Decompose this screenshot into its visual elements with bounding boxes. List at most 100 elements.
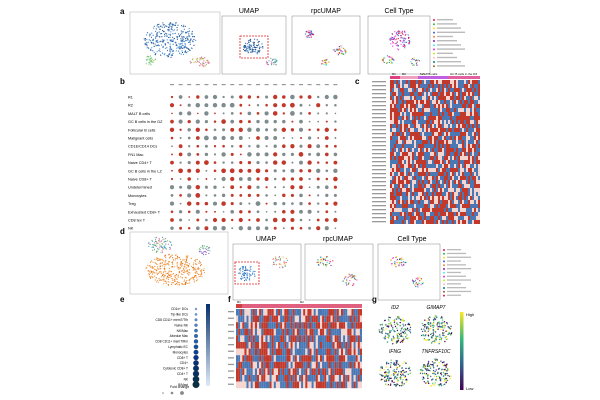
heatmap-cell [303, 342, 306, 349]
heatmap-cell [468, 204, 470, 208]
heatmap-cell [392, 116, 394, 120]
scatter-point [385, 366, 387, 368]
scatter-point [399, 376, 402, 378]
scatter-point [322, 260, 324, 262]
heatmap-cell [472, 132, 474, 136]
heatmap-cell [426, 136, 428, 140]
heatmap-cell [246, 348, 249, 356]
heatmap-cell [472, 80, 474, 84]
dot-marker [299, 119, 303, 124]
scatter-point [201, 245, 203, 247]
heatmap-cell [394, 124, 396, 128]
scatter-point [158, 31, 160, 33]
heatmap-cell [408, 172, 410, 176]
heatmap-cell [478, 88, 480, 92]
heatmap-cell [309, 335, 312, 342]
scatter-point [327, 260, 329, 262]
scatter-point [150, 64, 152, 66]
heatmap-cell [422, 92, 424, 96]
scatter-point [193, 281, 195, 283]
heatmap-cell [269, 361, 272, 369]
scatter-point [163, 30, 165, 33]
heatmap-cell [290, 375, 293, 382]
dot-marker [222, 161, 225, 164]
scatter-point [385, 383, 387, 385]
heatmap-cell [454, 172, 456, 176]
heatmap-cell [406, 160, 408, 164]
dot-marker [188, 219, 191, 221]
scatter-point [432, 322, 434, 325]
heatmap-cell [412, 208, 414, 212]
dot-marker [308, 120, 311, 123]
heatmap-cell [458, 176, 460, 180]
heatmap-cell [416, 92, 418, 96]
scatter-point [403, 328, 405, 331]
scatter-point [194, 271, 196, 273]
heatmap-cell [420, 152, 422, 156]
scatter-point [427, 334, 430, 336]
heatmap-cell [290, 381, 293, 389]
scatter-point [155, 41, 157, 43]
legend-swatch [443, 271, 445, 274]
heatmap-cell [432, 100, 434, 104]
heatmap-cell [273, 381, 276, 389]
heatmap-cell [462, 84, 464, 88]
scatter-point [151, 266, 153, 268]
heatmap-cell [460, 80, 462, 84]
dot-marker [299, 112, 303, 115]
scatter-point [155, 45, 157, 47]
scatter-point [184, 46, 186, 48]
scatter-point [153, 248, 156, 250]
scatter-point [434, 373, 437, 375]
heatmap-cell [398, 216, 400, 220]
heatmap-cell [434, 216, 436, 220]
dot-marker [273, 94, 278, 100]
heatmap-cell [434, 148, 436, 152]
scatter-point [349, 280, 351, 282]
heatmap-cell [448, 116, 450, 120]
heatmap-cell [458, 204, 460, 208]
heatmap-cell [284, 381, 287, 389]
scatter-point [405, 261, 407, 264]
scatter-point [167, 254, 170, 256]
heatmap-cell [414, 124, 416, 128]
scatter-point [349, 275, 351, 277]
dot-marker [274, 210, 277, 213]
scatter-point [157, 32, 159, 34]
scatter-point [397, 30, 399, 33]
heatmap-cell [428, 80, 430, 84]
scatter-point [175, 43, 177, 45]
heatmap-cell [336, 328, 339, 336]
legend-text-line [437, 23, 457, 25]
scatter-point [432, 321, 435, 323]
scatter-point [155, 272, 157, 274]
dot-marker [282, 144, 286, 148]
scatter-point [433, 375, 436, 377]
heatmap-cell [440, 84, 442, 88]
heatmap-cell [412, 160, 414, 164]
dot-marker [299, 160, 303, 165]
scatter-point [163, 278, 165, 280]
heatmap-cell [460, 96, 462, 100]
gene-label-line [228, 317, 234, 319]
heatmap-cell [468, 184, 470, 188]
legend-text-line [447, 260, 461, 262]
heatmap-cell [280, 375, 283, 382]
scatter-point [162, 274, 164, 276]
heatmap-cell [468, 216, 470, 220]
gene-label-line [372, 185, 386, 187]
scatter-point [151, 240, 154, 242]
heatmap-cell [416, 80, 418, 84]
heatmap-cell [332, 322, 335, 329]
scatter-point [391, 56, 393, 58]
heatmap-cell [390, 116, 392, 120]
heatmap-cell [307, 322, 310, 329]
heatmap-cell [460, 192, 462, 196]
scatter-point [256, 45, 259, 47]
scatter-point [396, 41, 398, 43]
heatmap-cell [406, 196, 408, 200]
scatter-point [280, 258, 282, 260]
scatter-point [156, 35, 158, 37]
legend-text-line [437, 40, 457, 42]
scatter-point [423, 281, 425, 283]
